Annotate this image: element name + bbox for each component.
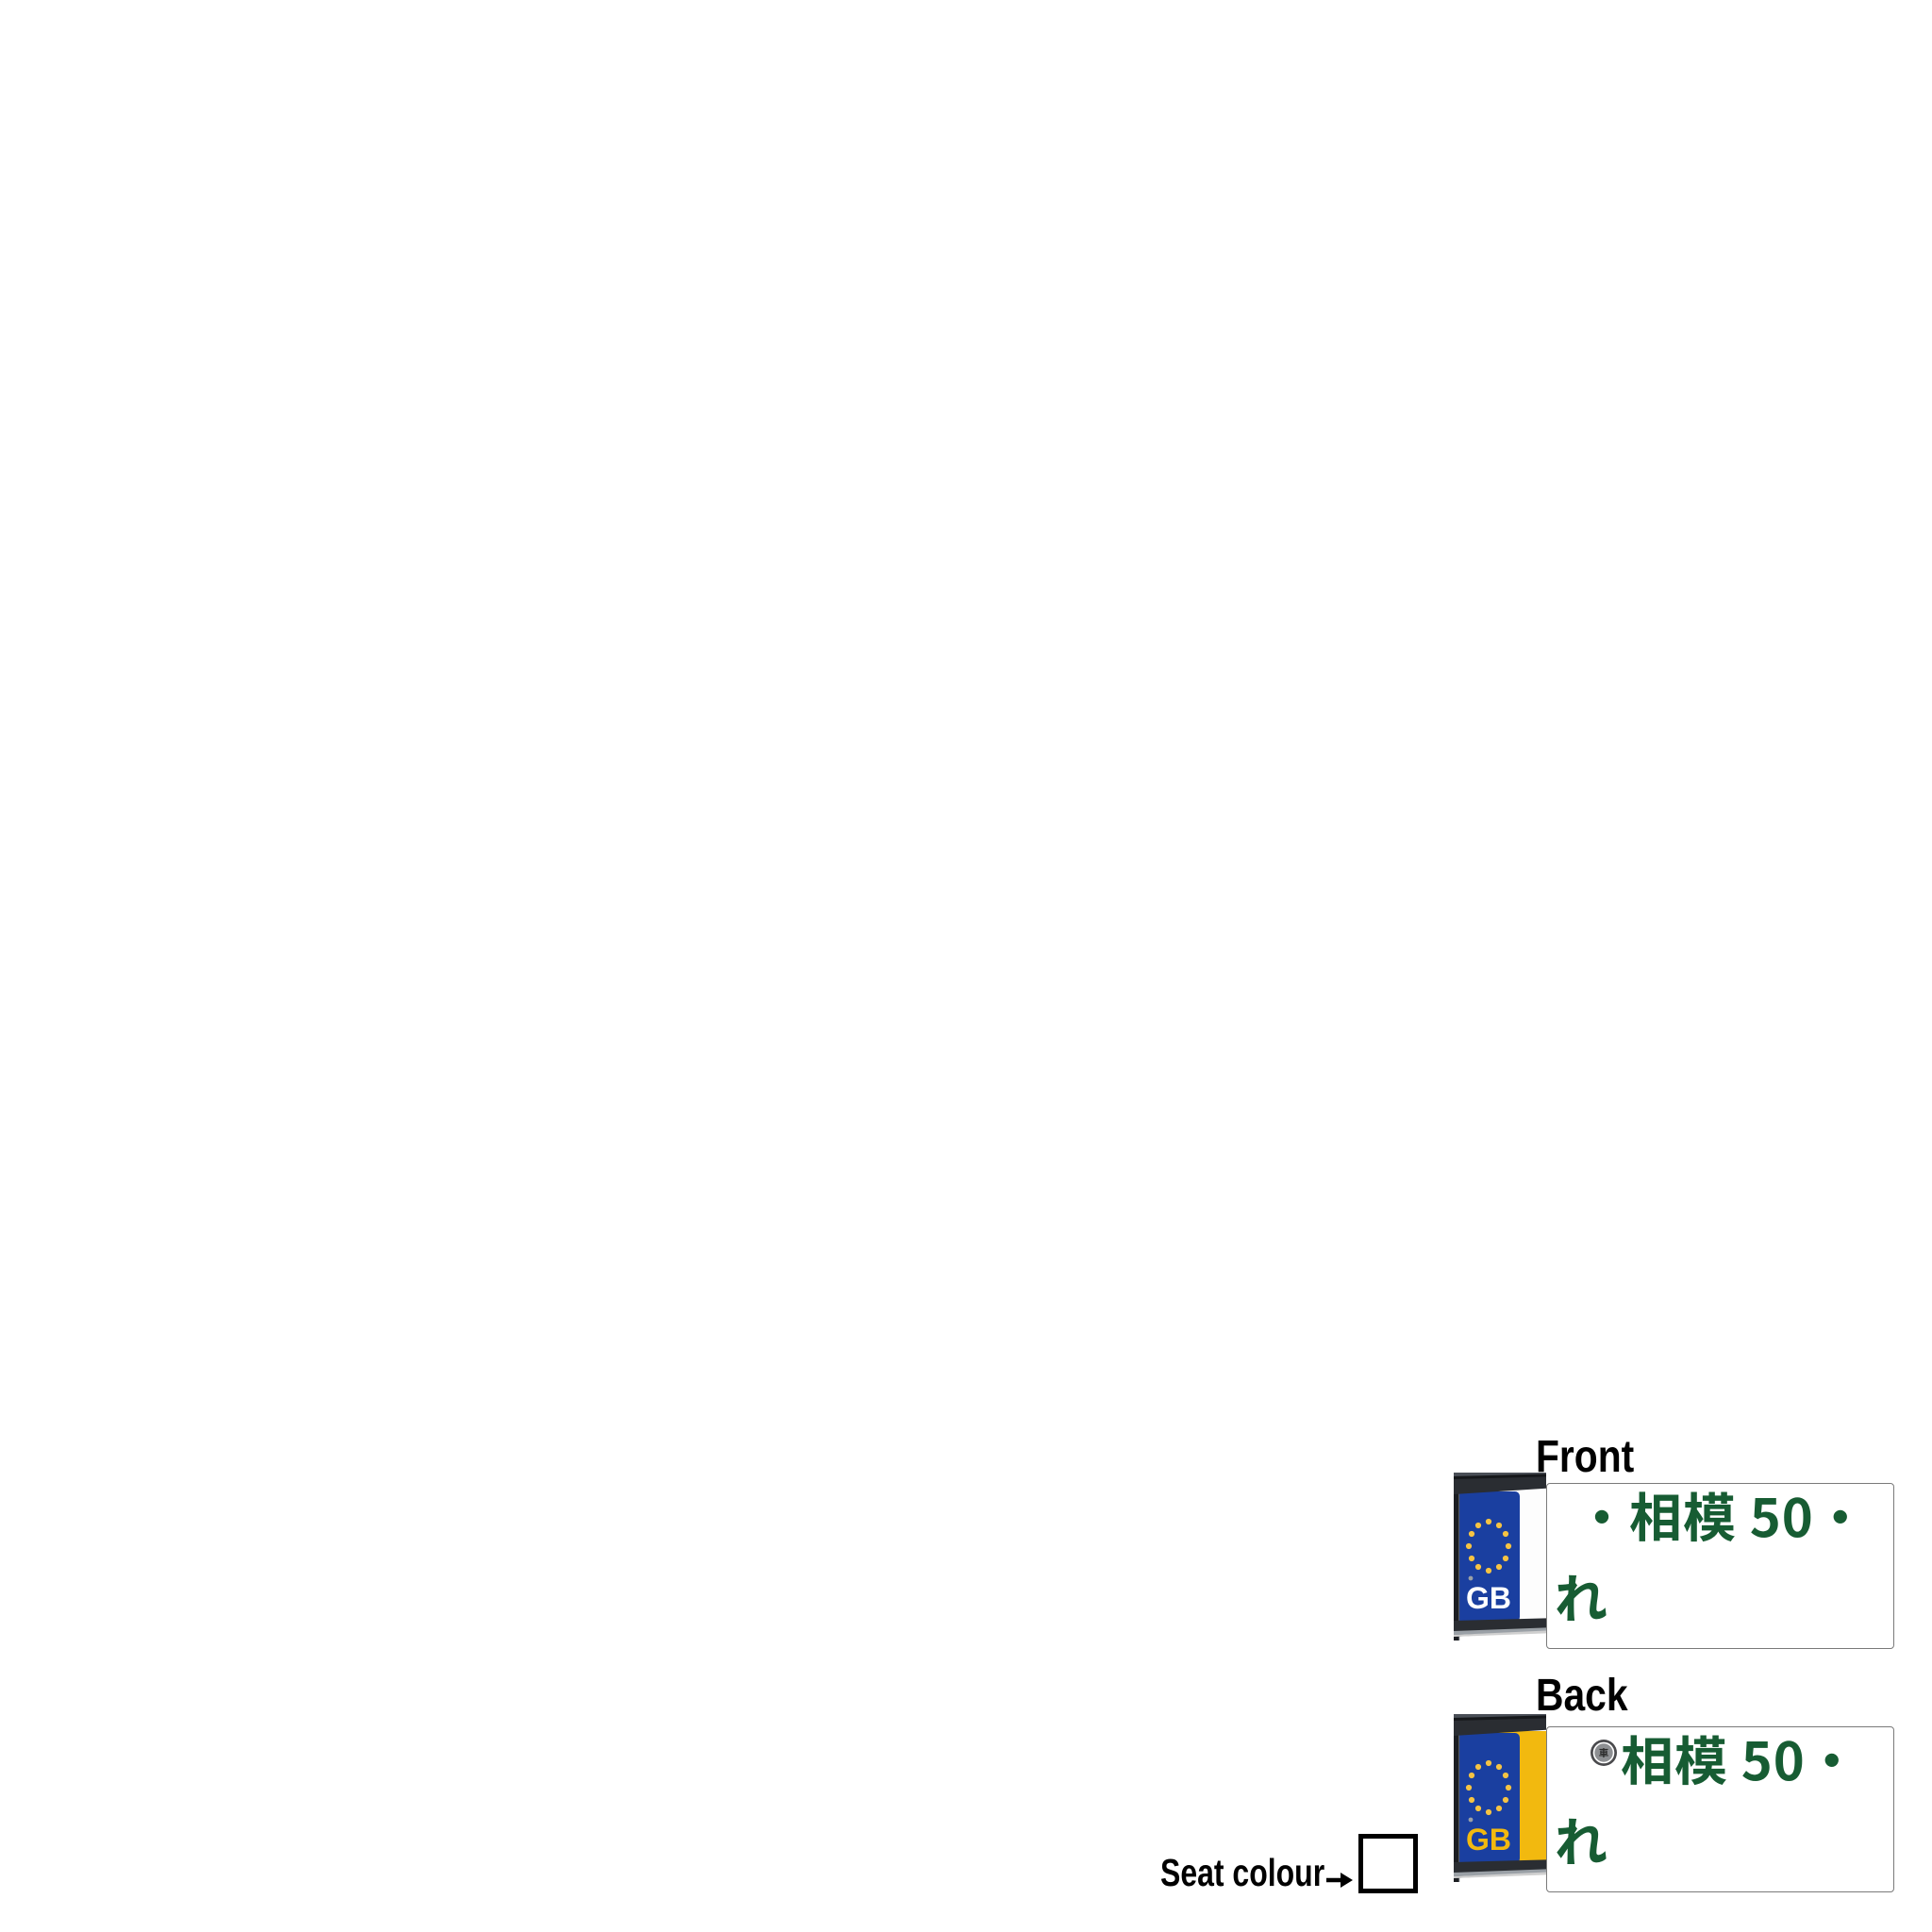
svg-text:GB: GB: [1466, 1823, 1511, 1857]
svg-text:車: 車: [1599, 1746, 1609, 1760]
svg-text:GB: GB: [1466, 1581, 1511, 1615]
